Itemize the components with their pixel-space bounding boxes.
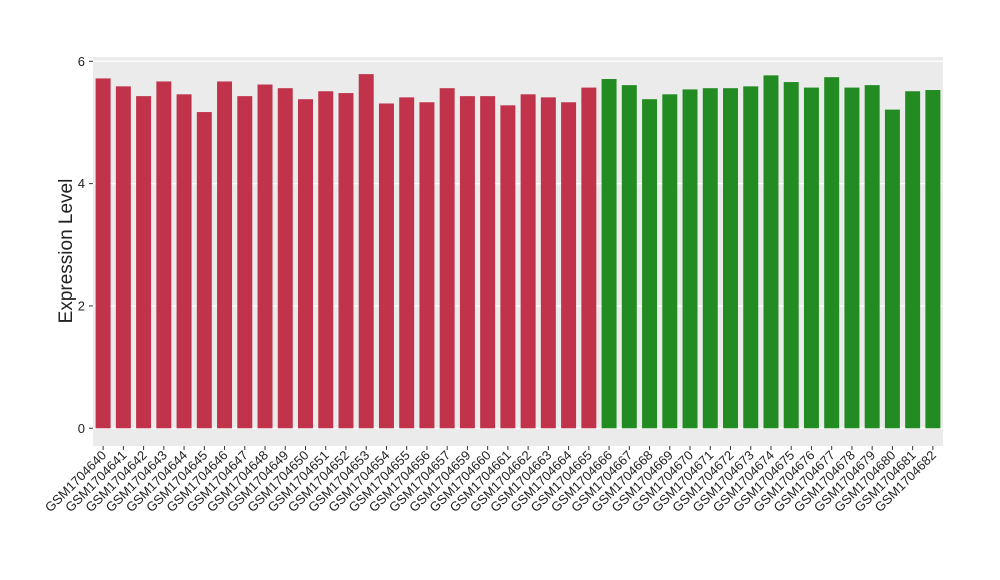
bar [642,99,658,429]
y-axis-title: Expression Level [56,179,77,324]
y-tick-label: 0 [78,421,85,436]
bar [884,109,900,429]
bar [662,94,678,429]
bar [156,81,172,429]
bar [520,94,536,429]
bar [358,74,374,429]
bar [95,78,111,429]
bar [743,86,759,429]
bar [540,97,556,429]
y-tick-label: 2 [78,298,85,313]
bar [803,87,819,429]
bar [318,91,334,429]
bar [257,84,273,429]
bar [763,75,779,429]
bar [581,87,597,429]
bar [176,94,192,429]
bar [196,112,212,429]
y-tick-label: 4 [78,176,85,191]
bar [925,90,941,429]
bar [844,87,860,429]
bar [621,85,637,429]
bar [702,88,718,429]
bar [419,102,435,429]
bar [237,96,253,429]
bar [399,97,415,429]
bar [298,99,313,429]
bar [115,86,131,429]
bar [682,89,698,429]
bar [480,96,496,429]
y-tick-label: 6 [78,54,85,69]
bar [905,91,921,429]
bar [824,77,840,429]
bar [864,85,880,429]
bar [459,96,475,429]
bar [277,88,293,429]
bar [378,103,394,429]
bar [723,88,738,429]
panel-background [93,57,943,446]
bar [561,102,577,429]
bar [439,88,455,429]
bar [500,105,516,429]
bar [338,93,354,429]
bar [601,79,617,429]
bar [136,96,152,429]
bar [783,82,799,429]
bar [217,81,233,429]
